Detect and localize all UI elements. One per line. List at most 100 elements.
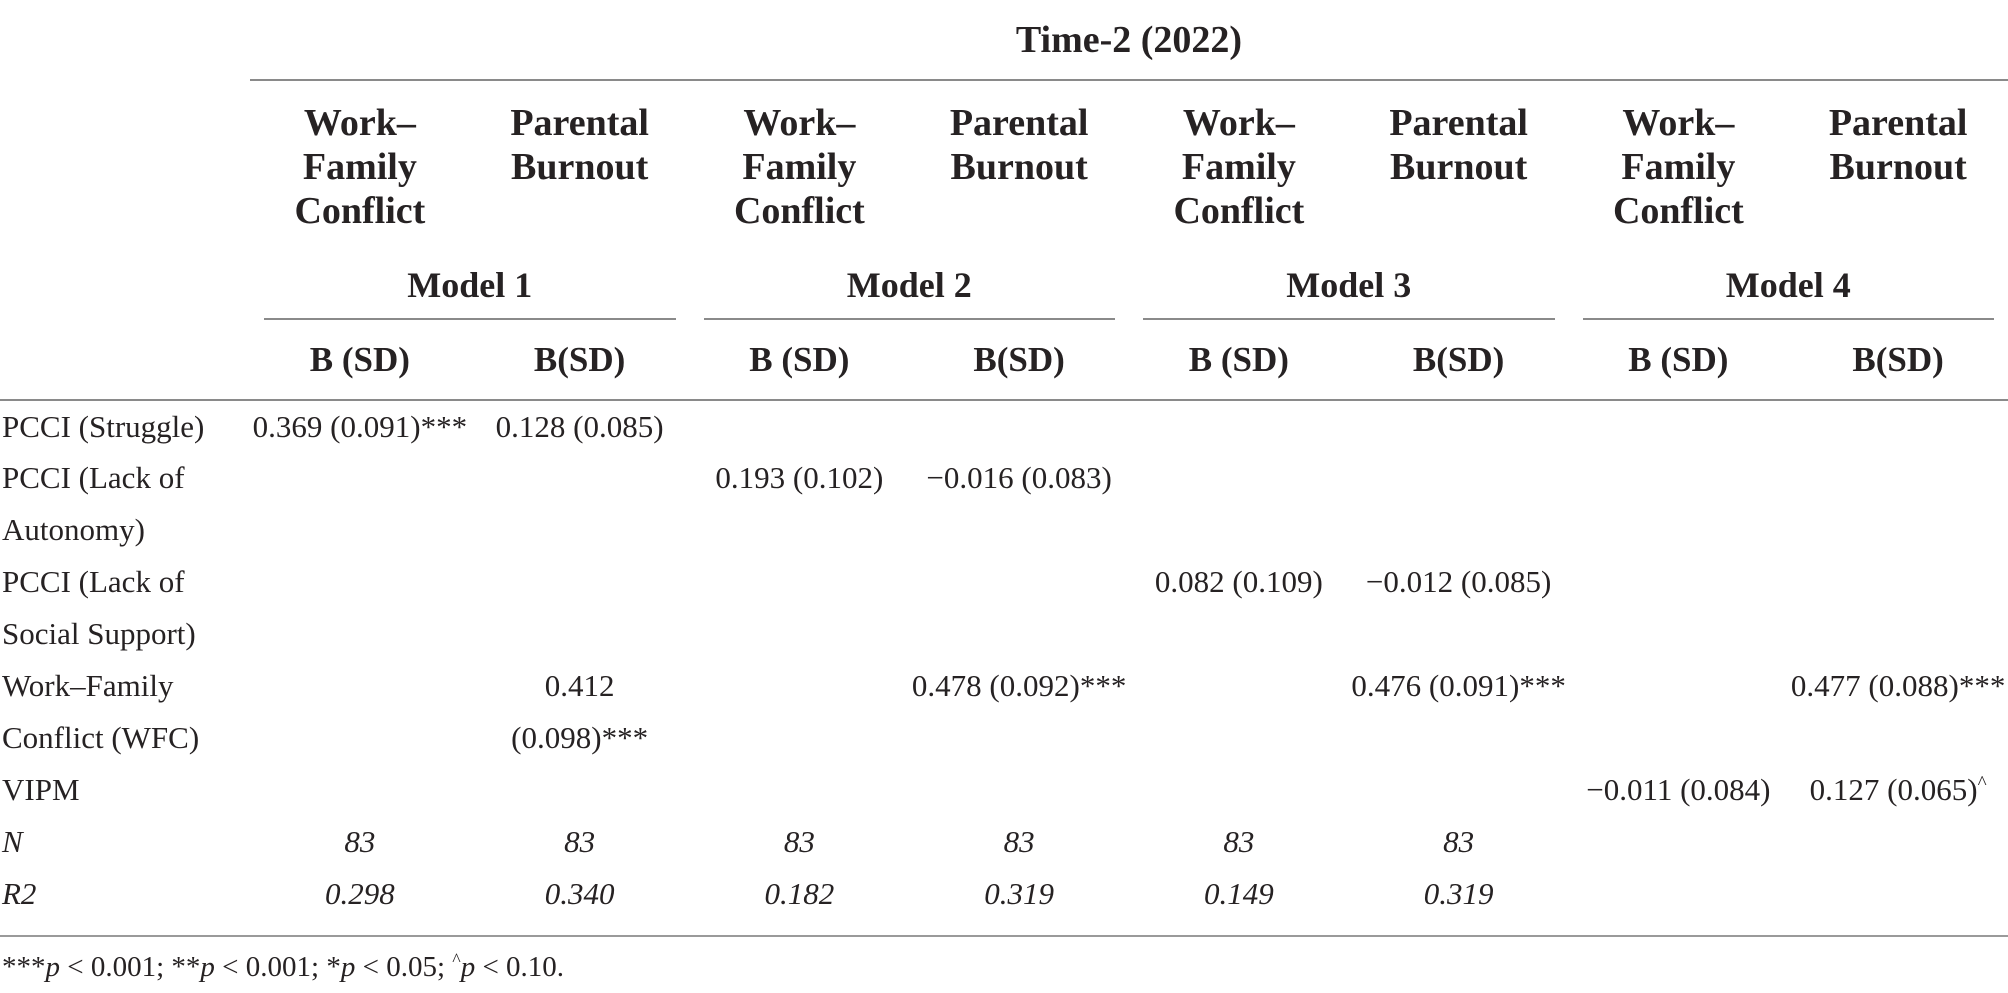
data-cell [690, 400, 910, 452]
data-cell [1129, 608, 1349, 660]
table-row: Social Support) [0, 608, 2008, 660]
data-cell [1569, 608, 1789, 660]
subheader-cell: B (SD) [1129, 320, 1349, 401]
data-cell [690, 608, 910, 660]
data-cell [1569, 712, 1789, 764]
table-row: Autonomy) [0, 504, 2008, 556]
data-cell: 0.369 (0.091)*** [252, 408, 468, 444]
column-header-m3-wfc: Work– Family Conflict [1173, 102, 1305, 232]
corner-cell [0, 80, 250, 240]
data-cell [250, 504, 470, 556]
data-cell [1788, 608, 2008, 660]
row-label: R2 [2, 876, 37, 911]
table-title: Time-2 (2022) [250, 0, 2008, 81]
row-label: VIPM [2, 772, 80, 807]
data-cell: 0.412 [544, 668, 615, 703]
data-cell [1569, 660, 1789, 712]
row-label: Conflict (WFC) [2, 720, 200, 755]
data-cell [909, 556, 1129, 608]
row-label: PCCI (Lack of [2, 460, 185, 495]
regression-table: Time-2 (2022) Work–Family Conflict Paren… [0, 0, 2008, 937]
data-cell: 0.193 (0.102) [715, 460, 884, 495]
data-cell [909, 712, 1129, 764]
data-cell: 0.149 [1204, 876, 1274, 911]
data-cell [909, 400, 1129, 452]
table-row: VIPM −0.011 (0.084) 0.127 (0.065)^ [0, 764, 2008, 816]
data-cell [1569, 400, 1789, 452]
data-cell [250, 660, 470, 712]
subheader-cell: B (SD) [689, 320, 910, 401]
model-label-row: Model 1 Model 2 Model 3 Model 4 [0, 240, 2008, 320]
data-cell [470, 556, 690, 608]
model-group-4: Model 4 [1569, 240, 2008, 320]
data-cell: 0.478 (0.092)*** [911, 668, 1127, 703]
corner-cell [0, 0, 250, 80]
column-header-m2-wfc: Work– Family Conflict [733, 102, 865, 232]
row-label: Social Support) [2, 616, 196, 651]
column-header-m4-wfc: Work– Family Conflict [1612, 102, 1744, 232]
table-bottom [0, 920, 2008, 937]
data-cell [1349, 608, 1569, 660]
table-row: PCCI (Lack of 0.193 (0.102) −0.016 (0.083) [0, 452, 2008, 504]
subheader-cell: B(SD) [1788, 320, 2008, 401]
data-cell [909, 504, 1129, 556]
data-cell [909, 764, 1129, 816]
data-cell: −0.016 (0.083) [926, 460, 1112, 495]
model-label-2: Model 2 [703, 264, 1115, 320]
data-cell [1569, 556, 1789, 608]
data-cell [250, 764, 470, 816]
corner-cell [0, 240, 250, 320]
table-header: Time-2 (2022) Work–Family Conflict Paren… [0, 0, 2008, 401]
data-cell [1129, 504, 1349, 556]
data-cell [1569, 452, 1789, 504]
model-group-2: Model 2 [690, 240, 1130, 320]
row-label: N [2, 824, 23, 859]
data-cell [1349, 504, 1569, 556]
table-row: PCCI (Struggle) 0.369 (0.091)*** 0.128 (0.… [0, 400, 2008, 452]
column-header-m1-wfc: Work–Family Conflict [294, 102, 426, 232]
data-cell: 0.182 [764, 876, 835, 911]
data-cell [1349, 712, 1569, 764]
subheader-cell: B (SD) [250, 320, 470, 401]
data-cell [1788, 556, 2008, 608]
data-cell [1129, 660, 1349, 712]
data-cell [1788, 452, 2008, 504]
column-header-m2-pb: Parental Burnout [949, 102, 1089, 188]
data-cell [470, 452, 690, 504]
model-group-3: Model 3 [1129, 240, 1569, 320]
data-cell [690, 712, 910, 764]
row-label: Work–Family [2, 668, 174, 703]
data-cell [1788, 504, 2008, 556]
data-cell [1129, 452, 1349, 504]
data-cell: 0.127 (0.065)^ [1809, 772, 1987, 807]
column-header-m4-pb: Parental Burnout [1828, 102, 1968, 188]
data-cell [1129, 400, 1349, 452]
row-label: PCCI (Lack of [2, 564, 185, 599]
data-cell [690, 764, 910, 816]
data-cell: 0.319 [984, 876, 1054, 911]
subheader-cell: B(SD) [909, 320, 1129, 401]
data-cell [250, 608, 470, 660]
column-header-m3-pb: Parental Burnout [1389, 102, 1528, 188]
data-cell [250, 712, 470, 764]
table-row: N 83 83 83 83 83 83 [0, 816, 2008, 868]
table-row: Work–Family 0.412 0.478 (0.092)*** 0.476 (0… [0, 660, 2008, 712]
data-cell: 83 [564, 824, 596, 859]
bottom-rule-row [0, 920, 2008, 937]
footnote: ***p < 0.001; **p < 0.001; *p < 0.05; ^p… [2, 949, 565, 983]
row-label: PCCI (Struggle) [2, 408, 205, 444]
data-cell: 83 [1003, 824, 1035, 859]
column-header-row: Work–Family Conflict Parental Burnout Wo… [0, 80, 2008, 240]
data-cell [690, 660, 910, 712]
bottom-rule [0, 920, 2008, 937]
subheader-row: B (SD) B(SD) B (SD) B(SD) B (SD) B(SD) B… [0, 320, 2008, 401]
data-cell [909, 608, 1129, 660]
data-cell [250, 452, 470, 504]
data-cell [1569, 868, 1789, 920]
model-label-1: Model 1 [264, 264, 676, 320]
title-row: Time-2 (2022) [0, 0, 2008, 81]
model-group-1: Model 1 [250, 240, 690, 320]
row-label: Autonomy) [2, 512, 145, 547]
data-cell: 0.128 (0.085) [495, 408, 664, 444]
data-cell: 83 [1223, 824, 1255, 859]
